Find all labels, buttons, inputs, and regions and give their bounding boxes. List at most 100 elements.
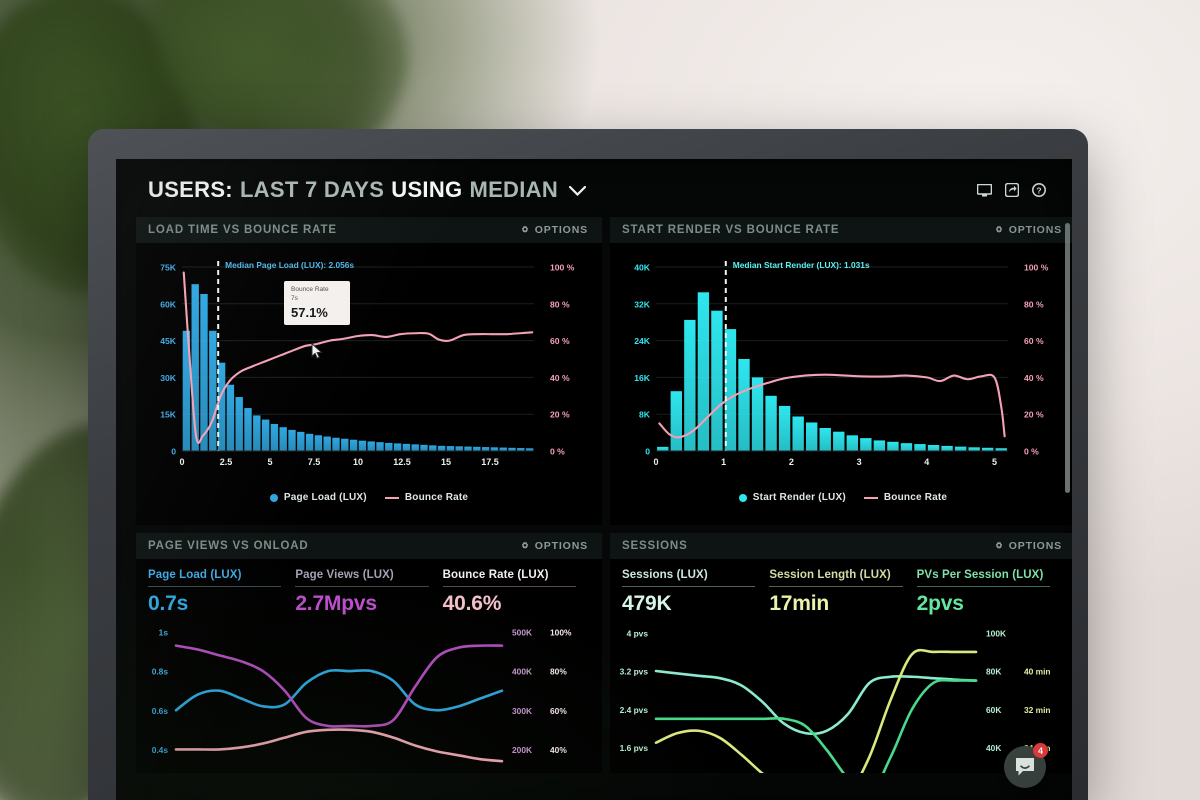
panel-page-views-vs-onload: PAGE VIEWS VS ONLOAD OPTIONS Page Load (… — [136, 533, 602, 773]
metric-divider — [295, 586, 429, 587]
svg-text:?: ? — [1036, 185, 1041, 195]
panel-header: PAGE VIEWS VS ONLOAD OPTIONS — [136, 533, 602, 559]
svg-text:2: 2 — [789, 457, 794, 467]
svg-text:80K: 80K — [986, 667, 1001, 677]
metric-pvs-per-session[interactable]: PVs Per Session (LUX) 2pvs — [916, 569, 1064, 616]
page-title-prefix: USERS: — [148, 177, 233, 202]
metric-bounce-rate[interactable]: Bounce Rate (LUX) 40.6% — [442, 569, 590, 616]
panel-title: START RENDER VS BOUNCE RATE — [622, 224, 840, 236]
metric-row: Page Load (LUX) 0.7s Page Views (LUX) 2.… — [136, 559, 602, 616]
panel-title: LOAD TIME VS BOUNCE RATE — [148, 224, 337, 236]
svg-text:60 %: 60 % — [550, 336, 570, 346]
help-icon[interactable]: ? — [1032, 183, 1046, 197]
metric-page-load[interactable]: Page Load (LUX) 0.7s — [148, 569, 295, 616]
metric-session-length[interactable]: Session Length (LUX) 17min — [769, 569, 916, 616]
page-title-metric: MEDIAN — [469, 177, 559, 202]
svg-text:8K: 8K — [639, 410, 651, 420]
svg-text:Median Start Render (LUX): 1.0: Median Start Render (LUX): 1.031s — [733, 260, 870, 270]
legend-line-icon — [384, 496, 399, 499]
chat-widget-button[interactable]: 4 — [1004, 743, 1048, 788]
tooltip-value: 57.1% — [291, 304, 328, 320]
metric-value: 40.6% — [442, 592, 502, 615]
panel-sessions: SESSIONS OPTIONS Sessions (LUX) 479K Ses… — [610, 533, 1072, 773]
gear-icon — [995, 541, 1002, 549]
svg-text:60K: 60K — [160, 299, 177, 309]
svg-text:0.4s: 0.4s — [152, 745, 169, 755]
legend-item-bounce-rate[interactable]: Bounce Rate — [863, 492, 948, 503]
svg-text:Median Page Load (LUX): 2.056s: Median Page Load (LUX): 2.056s — [225, 260, 354, 270]
metric-value: 2pvs — [916, 592, 964, 615]
legend-label: Start Render (LUX) — [752, 492, 846, 503]
page-title[interactable]: USERS: LAST 7 DAYS USING MEDIAN — [148, 177, 587, 203]
monitor-icon[interactable] — [977, 183, 992, 197]
chart-page-views-vs-onload[interactable]: 0.4s 0.6s 0.8s 1s 200K 300K 400K 500K 40% 60% 80% 1… — [136, 618, 602, 773]
svg-text:80 %: 80 % — [1024, 299, 1044, 309]
chart-start-render-vs-bounce-rate[interactable]: 0 8K 16K 24K 32K 40K 0 % 20 % 40 % 60 % 80 % 100 % M… — [610, 243, 1072, 525]
svg-text:100K: 100K — [986, 628, 1006, 638]
svg-text:60%: 60% — [550, 706, 567, 716]
panel-load-time-vs-bounce-rate: LOAD TIME VS BOUNCE RATE OPTIONS 0 15K 30K… — [136, 217, 602, 525]
svg-text:1s: 1s — [159, 627, 169, 637]
chart-svg: 0 8K 16K 24K 32K 40K 0 % 20 % 40 % 60 % 80 % 100 % M… — [634, 260, 1048, 467]
metric-label: Sessions (LUX) — [622, 569, 708, 581]
metric-row: Sessions (LUX) 479K Session Length (LUX)… — [610, 559, 1072, 616]
metric-divider — [916, 586, 1050, 587]
svg-text:12.5: 12.5 — [393, 457, 411, 467]
legend-label: Page Load (LUX) — [283, 492, 367, 503]
svg-text:0: 0 — [171, 447, 176, 457]
chevron-down-icon[interactable] — [568, 181, 587, 200]
svg-text:4 pvs: 4 pvs — [627, 628, 649, 638]
chart-tooltip: Bounce Rate 7s 57.1% — [284, 281, 350, 325]
svg-text:0.8s: 0.8s — [152, 667, 169, 677]
page-scrollbar[interactable] — [1065, 223, 1070, 493]
options-button[interactable]: OPTIONS — [520, 224, 588, 236]
svg-text:60K: 60K — [986, 705, 1001, 715]
svg-text:40K: 40K — [634, 263, 651, 273]
legend-label: Bounce Rate — [404, 492, 469, 503]
svg-text:15: 15 — [441, 457, 451, 467]
svg-text:0 %: 0 % — [550, 447, 565, 457]
laptop-device: USERS: LAST 7 DAYS USING MEDIAN ? — [88, 129, 1088, 800]
legend-item-start-render[interactable]: Start Render (LUX) — [738, 492, 846, 503]
metric-value: 2.7Mpvs — [295, 592, 377, 615]
svg-text:16K: 16K — [634, 373, 651, 383]
svg-text:32K: 32K — [634, 299, 651, 309]
chart-legend: Start Render (LUX) Bounce Rate — [612, 492, 1072, 503]
tooltip-subtitle: 7s — [291, 294, 298, 302]
svg-text:0: 0 — [179, 457, 184, 467]
svg-text:20 %: 20 % — [1024, 410, 1044, 420]
legend-item-bounce-rate[interactable]: Bounce Rate — [384, 492, 469, 503]
metric-sessions[interactable]: Sessions (LUX) 479K — [622, 569, 769, 616]
metric-page-views[interactable]: Page Views (LUX) 2.7Mpvs — [295, 569, 442, 616]
svg-text:2.4 pvs: 2.4 pvs — [620, 705, 649, 715]
legend-item-page-load[interactable]: Page Load (LUX) — [269, 492, 367, 503]
svg-text:400K: 400K — [512, 667, 532, 677]
svg-text:0: 0 — [645, 447, 650, 457]
chart-load-time-vs-bounce-rate[interactable]: 0 15K 30K 45K 60K 75K 0 % 20 % 40 % 60 % 80 % 100 %… — [136, 243, 602, 525]
svg-text:40 %: 40 % — [1024, 373, 1044, 383]
svg-text:0: 0 — [653, 457, 658, 467]
metric-label: Page Views (LUX) — [295, 569, 394, 581]
page-title-using: USING — [391, 177, 463, 202]
page-title-range: LAST 7 DAYS — [239, 177, 385, 202]
options-button[interactable]: OPTIONS — [994, 540, 1062, 552]
svg-text:75K: 75K — [160, 263, 177, 273]
metric-value: 17min — [769, 592, 830, 615]
svg-text:40%: 40% — [550, 745, 567, 755]
svg-text:3.2 pvs: 3.2 pvs — [620, 667, 649, 677]
chart-legend: Page Load (LUX) Bounce Rate — [138, 492, 600, 503]
svg-text:1.6 pvs: 1.6 pvs — [620, 743, 649, 753]
chat-unread-badge: 4 — [1033, 743, 1048, 758]
options-label: OPTIONS — [1008, 224, 1062, 236]
options-button[interactable]: OPTIONS — [520, 540, 588, 552]
legend-label: Bounce Rate — [883, 492, 948, 503]
metric-divider — [148, 586, 282, 587]
share-icon[interactable] — [1005, 183, 1019, 197]
svg-text:17.5: 17.5 — [481, 457, 499, 467]
options-button[interactable]: OPTIONS — [994, 224, 1062, 236]
chart-svg: 0 15K 30K 45K 60K 75K 0 % 20 % 40 % 60 % 80 % 100 %… — [160, 260, 574, 467]
svg-text:0 %: 0 % — [1024, 447, 1039, 457]
svg-text:100%: 100% — [550, 627, 572, 637]
